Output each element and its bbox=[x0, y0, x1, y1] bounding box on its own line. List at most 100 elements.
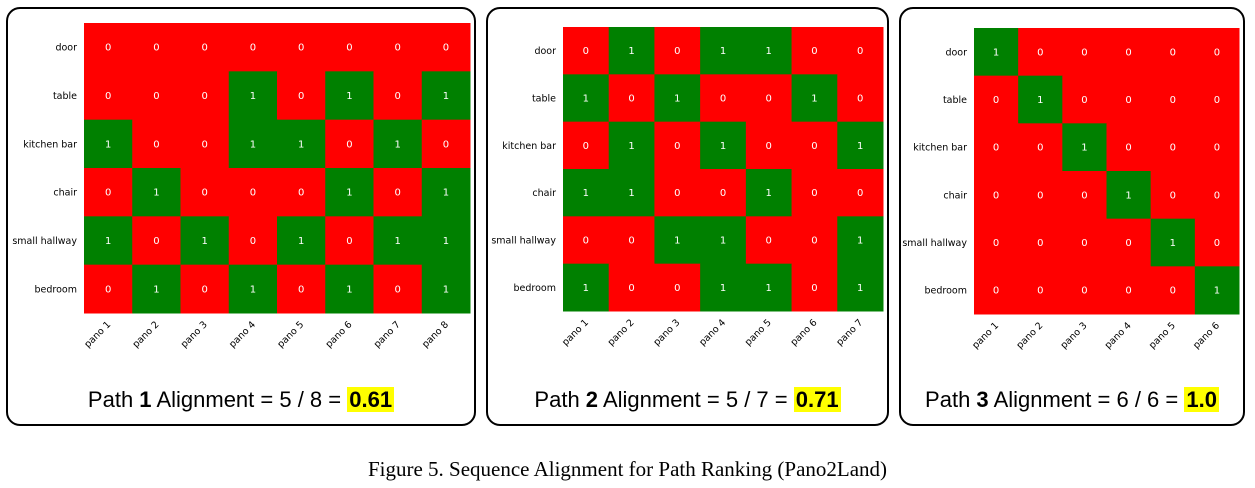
row-label: small hallway bbox=[491, 236, 556, 247]
heatmap-cell bbox=[277, 71, 326, 121]
path-3-caption: Path 3 Alignment = 6 / 6 = 1.0 bbox=[901, 387, 1243, 413]
heatmap-cell bbox=[837, 169, 884, 217]
row-label: door bbox=[55, 43, 77, 54]
cell-value-label: 1 bbox=[628, 46, 634, 57]
heatmap-cell bbox=[421, 216, 471, 266]
cell-value-label: 0 bbox=[583, 236, 589, 247]
heatmap-cell bbox=[228, 216, 278, 266]
heatmap-cell bbox=[700, 74, 747, 123]
column-label: pano 4 bbox=[227, 319, 258, 350]
cell-value-label: 0 bbox=[1081, 286, 1087, 297]
cell-value-label: 0 bbox=[1037, 143, 1043, 154]
cell-value-label: 1 bbox=[811, 94, 817, 105]
heatmap-cell bbox=[132, 23, 181, 72]
heatmap-cell bbox=[563, 27, 610, 75]
path-2-panel: 0 1 0 1 1 0 0 1 0 1 0 0 1 0 0 1 0 1 0 0 1 1 1 0 0 1 0 0 0 0 1 1 0 0 1 1 0 0 1 1… bbox=[486, 7, 889, 426]
row-label: chair bbox=[532, 188, 556, 199]
cell-value-label: 0 bbox=[201, 43, 207, 54]
row-label: chair bbox=[943, 190, 967, 201]
cell-value-label: 0 bbox=[298, 91, 304, 102]
cell-value-label: 0 bbox=[1125, 238, 1131, 249]
cell-value-label: 1 bbox=[766, 46, 772, 57]
heatmap-cell bbox=[277, 264, 326, 314]
cell-value-label: 1 bbox=[443, 91, 449, 102]
cell-value-label: 0 bbox=[346, 236, 352, 247]
caption-prefix: Path bbox=[87, 387, 140, 412]
cell-value-label: 0 bbox=[105, 91, 111, 102]
cell-value-label: 1 bbox=[1081, 143, 1087, 154]
cell-value-label: 0 bbox=[1214, 47, 1220, 58]
cell-value-label: 0 bbox=[105, 188, 111, 199]
path-1-caption: Path 1 Alignment = 5 / 8 = 0.61 bbox=[8, 387, 474, 413]
row-label: table bbox=[532, 94, 556, 105]
row-label: kitchen bar bbox=[913, 143, 967, 154]
cell-value-label: 1 bbox=[720, 283, 726, 294]
column-label: pano 3 bbox=[1059, 320, 1090, 351]
cell-value-label: 1 bbox=[1125, 190, 1131, 201]
cell-value-label: 0 bbox=[1125, 95, 1131, 106]
heatmap-cell bbox=[974, 266, 1019, 315]
cell-value-label: 0 bbox=[1037, 286, 1043, 297]
caption-formula: Alignment = 5 / 8 = bbox=[151, 387, 348, 412]
heatmap-cell bbox=[421, 71, 471, 121]
cell-value-label: 0 bbox=[105, 43, 111, 54]
cell-value-label: 1 bbox=[346, 188, 352, 199]
path-1-heatmap: 0 0 0 0 0 0 0 0 0 0 0 1 0 1 0 1 1 0 0 1 1 0 1 0 0 1 0 0 0 1 0 1 1 0 1 0 1 0 1 1… bbox=[12, 23, 471, 350]
cell-value-label: 0 bbox=[1170, 286, 1176, 297]
cell-value-label: 1 bbox=[250, 91, 256, 102]
heatmap-cell bbox=[654, 263, 701, 312]
heatmap-cell bbox=[1018, 266, 1063, 315]
cell-value-label: 1 bbox=[153, 188, 159, 199]
heatmap-cell bbox=[228, 119, 278, 169]
cell-value-label: 0 bbox=[443, 43, 449, 54]
cell-value-label: 1 bbox=[201, 236, 207, 247]
cell-value-label: 1 bbox=[443, 188, 449, 199]
cell-value-label: 0 bbox=[674, 46, 680, 57]
caption-path-number: 3 bbox=[976, 387, 989, 412]
heatmap-cell bbox=[791, 263, 838, 312]
cell-value-label: 0 bbox=[1125, 286, 1131, 297]
cell-value-label: 1 bbox=[720, 141, 726, 152]
heatmap-cell bbox=[837, 74, 884, 123]
cell-value-label: 0 bbox=[201, 91, 207, 102]
cell-value-label: 0 bbox=[1170, 190, 1176, 201]
heatmap-cell bbox=[180, 71, 230, 121]
cell-value-label: 1 bbox=[250, 284, 256, 295]
cell-value-label: 0 bbox=[1170, 95, 1176, 106]
heatmap-cell bbox=[745, 121, 793, 170]
cell-value-label: 0 bbox=[720, 94, 726, 105]
column-label: pano 4 bbox=[697, 317, 728, 348]
heatmap-cell bbox=[1106, 266, 1152, 315]
cell-value-label: 0 bbox=[1170, 47, 1176, 58]
row-label: kitchen bar bbox=[23, 139, 77, 150]
heatmap-cell bbox=[1150, 123, 1196, 172]
heatmap-cell bbox=[745, 169, 793, 217]
row-label: bedroom bbox=[514, 283, 556, 294]
heatmap-cell bbox=[974, 171, 1019, 220]
heatmap-cell bbox=[608, 121, 655, 170]
heatmap-cell bbox=[1106, 75, 1152, 124]
cell-value-label: 1 bbox=[394, 236, 400, 247]
cell-value-label: 1 bbox=[583, 188, 589, 199]
column-label: pano 6 bbox=[1191, 320, 1222, 351]
cell-value-label: 1 bbox=[674, 94, 680, 105]
cell-value-label: 0 bbox=[1214, 143, 1220, 154]
cell-value-label: 1 bbox=[857, 141, 863, 152]
heatmap-cell bbox=[745, 263, 793, 312]
cell-value-label: 0 bbox=[105, 284, 111, 295]
heatmap-cell bbox=[837, 121, 884, 170]
cell-value-label: 0 bbox=[857, 188, 863, 199]
column-label: pano 1 bbox=[560, 317, 591, 348]
heatmap-cell bbox=[180, 216, 230, 266]
row-label: bedroom bbox=[35, 284, 77, 295]
row-label: small hallway bbox=[902, 238, 967, 249]
heatmap-cell bbox=[132, 264, 181, 314]
heatmap-cell bbox=[700, 169, 747, 217]
heatmap-cell bbox=[1062, 218, 1107, 267]
cell-value-label: 1 bbox=[720, 46, 726, 57]
heatmap-cell bbox=[421, 119, 471, 169]
heatmap-cell bbox=[373, 216, 423, 266]
cell-value-label: 0 bbox=[993, 143, 999, 154]
heatmap-cell bbox=[1018, 28, 1063, 77]
path-2-caption: Path 2 Alignment = 5 / 7 = 0.71 bbox=[488, 387, 887, 413]
